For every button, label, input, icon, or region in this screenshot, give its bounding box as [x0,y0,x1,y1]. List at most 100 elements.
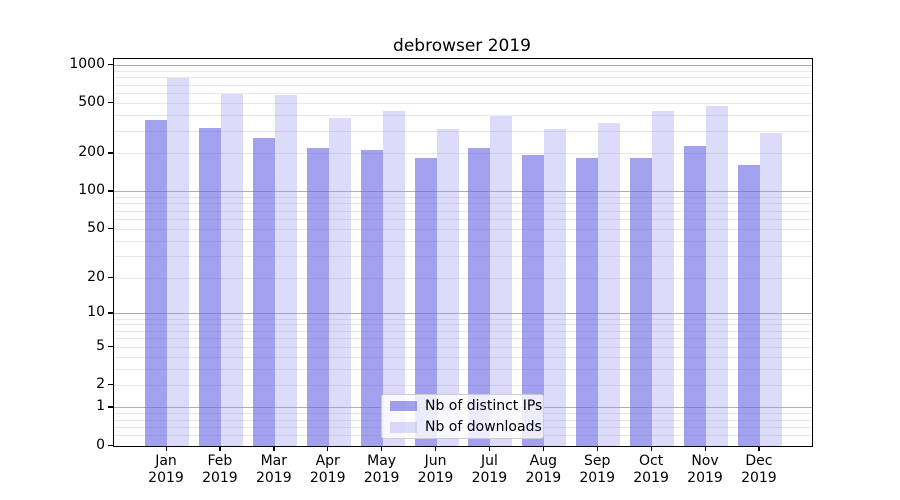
bar-downloads [382,111,405,446]
bar-downloads [328,117,351,446]
gridline-minor [114,77,812,79]
gridline-minor [114,277,812,279]
y-axis-tick [108,383,113,386]
y-axis-tick [108,276,113,279]
x-axis-tick [542,446,545,451]
gridline-minor [114,369,812,371]
chart-title: debrowser 2019 [393,36,531,56]
gridline-minor [114,84,812,86]
y-axis-tick [108,444,113,446]
bar-distinct-ips [360,150,383,446]
x-axis-tick-label: Nov 2019 [687,453,723,486]
legend-row-distinct-ips: Nb of distinct IPs [390,395,542,417]
x-axis-tick [488,446,491,451]
bar-distinct-ips [522,155,545,446]
y-axis-tick [108,227,113,230]
bar-distinct-ips [737,165,760,446]
y-axis-tick [108,406,113,408]
x-axis-tick [327,446,329,451]
y-axis-tick [108,63,113,66]
bar-distinct-ips [198,127,221,446]
y-axis-tick-label: 500 [78,94,105,111]
gridline-minor [114,384,812,386]
bar-downloads [490,116,513,446]
legend: Nb of distinct IPs Nb of downloads [381,394,544,439]
x-axis-tick [435,446,437,451]
y-axis-tick [108,190,113,192]
x-axis-tick-label: Oct 2019 [633,453,669,486]
x-axis-tick-label: Jan 2019 [148,453,184,486]
bar-downloads [436,129,459,446]
bar-downloads [706,106,728,446]
x-axis-tick-label: Aug 2019 [525,453,562,486]
gridline-minor [114,203,812,205]
gridline-major [114,313,812,315]
bar-downloads [759,132,782,446]
bar-distinct-ips [252,138,275,446]
y-axis-tick-label: 10 [87,304,105,321]
y-axis-tick-label: 1000 [69,55,105,72]
x-axis-tick [381,446,383,451]
gridline-minor [114,256,812,258]
bar-distinct-ips [145,120,167,446]
gridline-minor [114,330,812,332]
gridline-minor [114,131,812,133]
bar-distinct-ips [630,157,653,446]
y-axis-tick [108,345,113,348]
gridline-minor [114,228,812,230]
gridline-major [114,191,812,193]
gridline-minor [114,346,812,348]
x-axis-tick-label: Sep 2019 [579,453,615,486]
plot-area: Nb of distinct IPs Nb of downloads [113,58,813,447]
gridline-minor [114,153,812,155]
y-axis-tick-label: 1 [96,398,105,415]
x-axis-tick-label: Feb 2019 [202,453,238,486]
y-axis-tick [108,152,113,154]
gridline-minor [114,70,812,72]
legend-label-distinct-ips: Nb of distinct IPs [425,397,543,414]
x-axis-tick-label: Jun 2019 [417,453,454,486]
bar-distinct-ips [576,157,599,446]
bar-downloads [274,94,297,446]
legend-swatch-downloads [390,422,417,433]
bar-distinct-ips [684,146,706,446]
y-axis-tick-label: 20 [87,268,105,285]
bar-distinct-ips [306,147,329,446]
gridline-minor [114,240,812,242]
x-axis-tick-label: Mar 2019 [255,453,292,486]
bar-downloads [652,111,675,446]
x-axis-tick [273,446,275,451]
bar-downloads [544,128,567,446]
y-axis-tick-label: 5 [96,337,105,354]
x-axis-tick-label: Dec 2019 [741,453,777,486]
bar-distinct-ips [468,147,491,446]
bar-downloads [167,78,189,446]
gridline-minor [114,93,812,95]
legend-row-downloads: Nb of downloads [390,417,542,439]
x-axis-tick [596,446,598,451]
x-axis-tick [219,446,221,451]
gridline-minor [114,103,812,105]
y-axis-tick-label: 0 [96,436,105,453]
x-axis-tick-label: Apr 2019 [309,453,346,486]
gridline-major [114,64,812,66]
x-axis-tick [650,446,652,451]
x-axis-tick-label: Jul 2019 [471,453,508,486]
x-axis-tick [758,446,760,451]
gridline-minor [114,115,812,117]
y-axis-tick [108,312,113,314]
y-axis-tick-label: 200 [78,144,105,161]
legend-label-downloads: Nb of downloads [425,419,542,436]
legend-swatch-distinct-ips [390,400,417,411]
gridline-minor [114,210,812,212]
gridline-minor [114,318,812,320]
bar-distinct-ips [414,157,437,446]
y-axis-tick-label: 100 [78,182,105,199]
gridline-minor [114,356,812,358]
y-axis-tick-label: 50 [87,219,105,236]
gridline-minor [114,197,812,199]
gridline-minor [114,219,812,221]
y-axis-tick [108,102,113,104]
gridline-minor [114,338,812,340]
